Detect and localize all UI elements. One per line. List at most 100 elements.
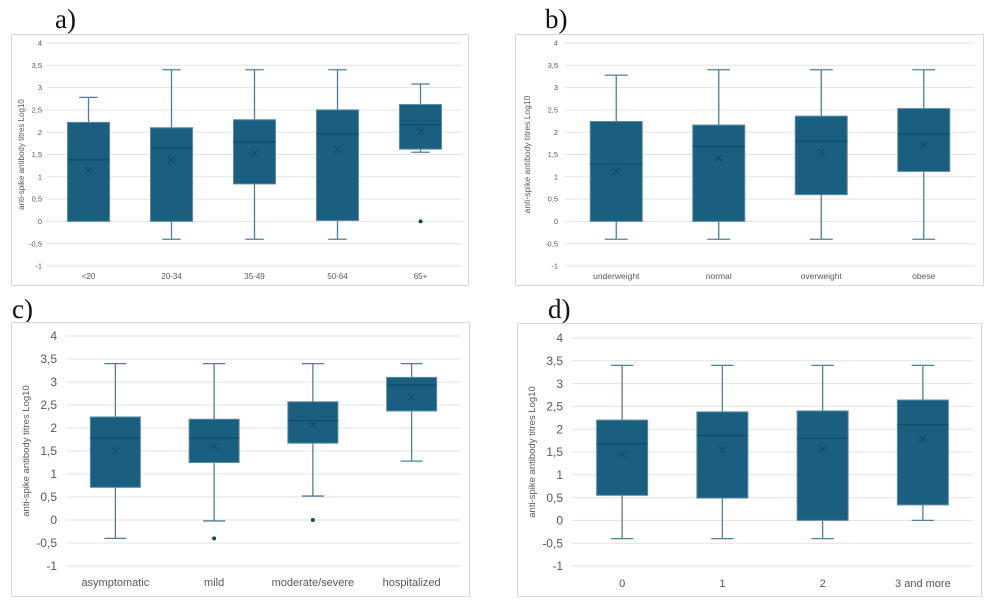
x-category-label: underweight [593, 271, 640, 281]
box-group [89, 362, 141, 540]
mean-marker [111, 447, 120, 455]
x-category-label: normal [706, 271, 732, 281]
chart-frame-c [11, 322, 470, 597]
mean-marker [714, 154, 723, 162]
y-tick-label: 1 [50, 467, 57, 481]
y-tick-label: -1 [552, 559, 563, 573]
box-group [233, 69, 276, 240]
x-category-label: mild [204, 577, 224, 589]
box-group [696, 364, 749, 540]
y-tick-label: 1 [554, 172, 558, 181]
y-tick-label: -1 [46, 559, 57, 573]
y-tick-label: 0,5 [548, 195, 558, 204]
mean-marker [618, 450, 627, 459]
x-category-label: overweight [801, 271, 843, 281]
y-tick-label: 2 [554, 128, 558, 137]
y-tick-label: 0 [556, 514, 563, 528]
y-tick-label: 2,5 [548, 106, 558, 115]
y-tick-label: 0,5 [546, 491, 563, 505]
x-category-label: hospitalized [383, 577, 441, 589]
x-category-label: moderate/severe [272, 577, 355, 589]
y-tick-label: -0,5 [542, 536, 563, 550]
x-category-label: 50-64 [327, 272, 348, 281]
x-category-label: 0 [619, 578, 625, 590]
box-group [150, 69, 193, 240]
x-category-label: 35-49 [244, 272, 265, 281]
box-group [188, 362, 240, 541]
box-iqr [188, 418, 240, 464]
box-group [796, 364, 849, 540]
y-tick-label: 3 [38, 83, 42, 92]
x-category-label: obese [912, 271, 935, 281]
mean-marker [84, 166, 93, 174]
mean-marker [919, 141, 928, 150]
box-iqr [596, 419, 649, 496]
box-iqr [89, 416, 141, 488]
y-tick-label: 0 [50, 513, 57, 527]
box-iqr [233, 119, 276, 185]
box-group [316, 69, 359, 240]
mean-marker [250, 149, 259, 158]
x-category-label: 65+ [414, 272, 428, 281]
box-iqr [316, 109, 359, 222]
y-tick-label: 3 [556, 377, 563, 391]
box-iqr [399, 104, 442, 150]
box-group [287, 362, 339, 522]
panel-label-b: b) [545, 4, 568, 34]
box-group [897, 69, 951, 240]
box-iqr [896, 399, 949, 506]
y-axis-title: anti-spike antibody titres Log10 [527, 386, 538, 518]
y-tick-label: 4 [556, 331, 563, 345]
x-category-label: 3 and more [895, 578, 951, 590]
box-iqr [287, 401, 339, 444]
y-tick-label: 2 [38, 128, 42, 137]
mean-marker [818, 444, 827, 453]
y-axis-title: anti-spike antibody titres Log10 [17, 99, 26, 210]
panel-label-d: d) [548, 294, 571, 324]
box-group [596, 364, 649, 540]
x-category-label: 20-34 [161, 272, 182, 281]
y-tick-label: 2,5 [40, 398, 57, 412]
box-iqr [386, 376, 438, 412]
y-tick-label: 2 [50, 421, 57, 435]
mean-marker [308, 420, 317, 429]
mean-marker [918, 434, 927, 443]
box-iqr [897, 108, 951, 172]
y-tick-label: 2 [556, 422, 563, 436]
mean-marker [718, 445, 727, 454]
box-group [896, 364, 949, 522]
y-tick-label: 3,5 [548, 61, 558, 70]
panel-label-c: c) [12, 294, 33, 324]
mean-marker [210, 442, 219, 451]
box-iqr [796, 410, 849, 521]
mean-marker [612, 167, 621, 176]
box-group [794, 69, 848, 240]
box-group [67, 96, 110, 222]
box-group [692, 69, 746, 240]
y-tick-label: 0,5 [32, 195, 42, 204]
y-tick-label: 3 [554, 83, 558, 92]
panel-label-a: a) [55, 4, 76, 34]
mean-marker [167, 155, 176, 164]
x-category-label: <20 [82, 272, 96, 281]
y-tick-label: 0 [554, 217, 558, 226]
y-tick-label: 0,5 [40, 490, 57, 504]
mean-marker [407, 393, 416, 402]
y-tick-label: -1 [551, 262, 558, 271]
box-iqr [150, 127, 193, 222]
x-category-label: 1 [719, 578, 725, 590]
box-iqr [794, 115, 848, 196]
chart-frame-d [517, 323, 982, 597]
x-category-label: asymptomatic [81, 577, 149, 589]
y-tick-label: 1 [556, 468, 563, 482]
y-tick-label: 4 [554, 39, 558, 48]
box-iqr [696, 411, 749, 499]
y-tick-label: 1,5 [32, 150, 42, 159]
y-tick-label: -0,5 [545, 239, 558, 248]
outlier-point [212, 536, 217, 541]
y-tick-label: 1,5 [40, 444, 57, 458]
outlier-point [310, 518, 315, 522]
